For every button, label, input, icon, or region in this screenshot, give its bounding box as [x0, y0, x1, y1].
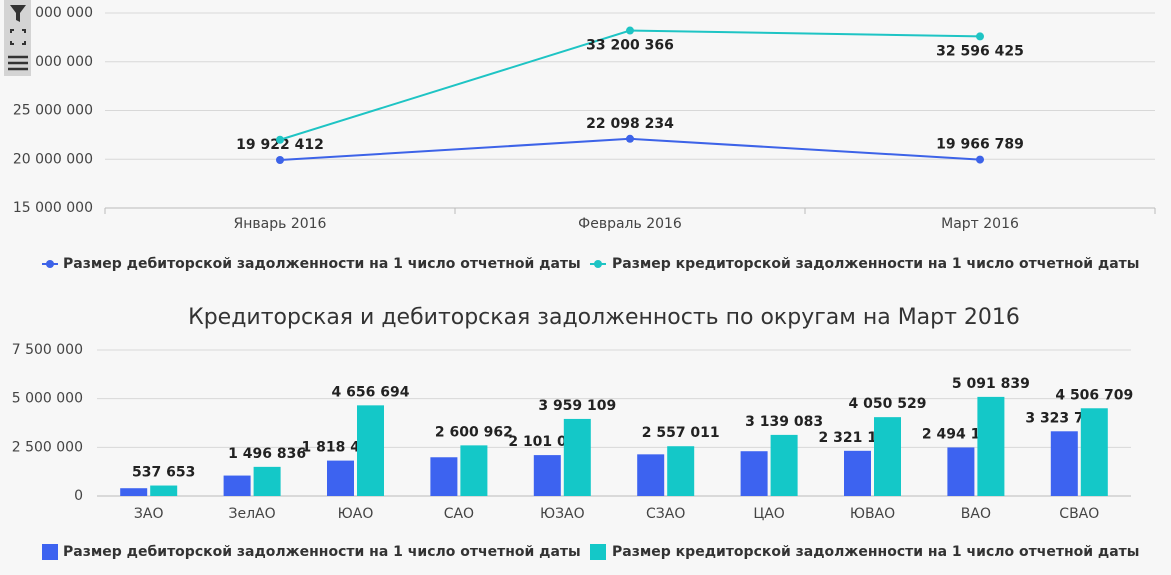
legend-marker — [590, 544, 606, 560]
x-tick-label: СВАО — [1059, 506, 1099, 522]
value-label: 22 098 234 — [586, 116, 674, 132]
bar — [667, 446, 695, 496]
value-label: 19 966 789 — [936, 137, 1024, 153]
y-tick-label: 2 500 000 — [12, 439, 83, 455]
bar — [460, 445, 488, 496]
bar — [874, 417, 901, 496]
bar — [637, 454, 665, 496]
x-tick-label: СЗАО — [646, 506, 685, 522]
point — [276, 156, 284, 165]
bar — [150, 485, 178, 496]
value-label: 3 959 109 — [538, 398, 616, 414]
value-label: 5 091 839 — [952, 376, 1030, 392]
x-tick-label: Январь 2016 — [234, 216, 327, 232]
bar — [947, 447, 975, 496]
value-label: 33 200 366 — [586, 38, 674, 54]
y-tick-label: 7 500 000 — [12, 342, 83, 358]
point — [276, 135, 284, 144]
y-tick-label: 20 000 000 — [13, 151, 93, 167]
bar — [533, 455, 561, 496]
point — [626, 26, 634, 35]
legend-label: Размер кредиторской задолженности на 1 ч… — [612, 544, 1139, 560]
x-tick-label: САО — [444, 506, 474, 522]
legend-label: Размер дебиторской задолженности на 1 чи… — [63, 256, 581, 272]
toolbar — [4, 0, 31, 76]
chart-title: Кредиторская и дебиторская задолженность… — [188, 305, 1020, 330]
x-tick-label: ЗелАО — [229, 506, 276, 522]
y-tick-label: 0 — [74, 488, 83, 504]
bar — [770, 434, 798, 496]
point — [626, 134, 634, 143]
bar — [120, 488, 148, 496]
y-tick-label: 35 000 000 — [13, 5, 93, 21]
legend-marker — [46, 260, 54, 268]
value-label: 4 506 709 — [1055, 387, 1133, 403]
x-tick-label: ЗАО — [134, 506, 164, 522]
value-label: 2 600 962 — [435, 424, 513, 440]
x-tick-label: ЮЗАО — [540, 506, 585, 522]
bar — [253, 466, 281, 496]
legend-label: Размер кредиторской задолженности на 1 ч… — [612, 256, 1139, 272]
x-tick-label: ЦАО — [753, 506, 784, 522]
bar — [430, 457, 458, 496]
value-label: 4 050 529 — [849, 396, 927, 412]
value-label: 2 557 011 — [642, 425, 720, 441]
value-label: 4 656 694 — [332, 384, 410, 400]
bar — [844, 450, 871, 496]
x-tick-label: ЮАО — [338, 506, 374, 522]
y-tick-label: 15 000 000 — [13, 200, 93, 216]
legend-label: Размер дебиторской задолженности на 1 чи… — [63, 544, 581, 560]
y-tick-label: 5 000 000 — [12, 391, 83, 407]
x-tick-label: ЮВАО — [850, 506, 895, 522]
y-tick-label: 30 000 000 — [13, 54, 93, 70]
legend-marker — [42, 544, 58, 560]
value-label: 3 139 083 — [745, 414, 823, 430]
value-label: 537 653 — [132, 465, 195, 481]
bar — [977, 396, 1005, 496]
x-tick-label: ВАО — [961, 506, 991, 522]
bar — [1050, 431, 1078, 496]
value-label: 19 922 412 — [236, 137, 324, 153]
x-tick-label: Март 2016 — [941, 216, 1019, 232]
x-tick-label: Февраль 2016 — [578, 216, 682, 232]
charts: 15 000 000 20 000 000 25 000 000 30 000 000… — [12, 5, 1156, 560]
bar — [740, 451, 768, 496]
bar — [357, 405, 384, 496]
menu-icon[interactable] — [8, 55, 28, 71]
filter-icon[interactable] — [10, 5, 26, 22]
bar — [223, 475, 251, 496]
bar — [1080, 408, 1108, 496]
value-label: 1 496 836 — [228, 446, 306, 462]
point — [976, 155, 984, 164]
bar — [327, 460, 354, 496]
expand-icon[interactable] — [10, 29, 26, 45]
value-label: 32 596 425 — [936, 43, 1024, 59]
legend-marker — [594, 260, 602, 268]
y-tick-label: 25 000 000 — [13, 103, 93, 119]
bar — [563, 418, 591, 496]
point — [976, 32, 984, 41]
